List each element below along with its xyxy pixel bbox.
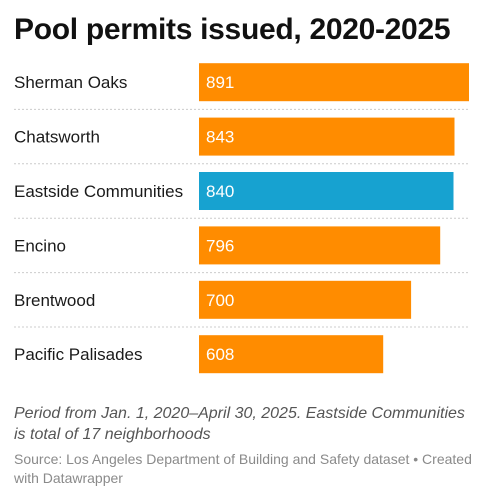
bar-eastside-communities — [199, 172, 454, 210]
bar-encino — [199, 226, 441, 265]
value-label-sherman-oaks: 891 — [206, 73, 234, 92]
value-label-eastside-communities: 840 — [206, 182, 234, 201]
bar-sherman-oaks — [199, 63, 469, 102]
category-label-sherman-oaks: Sherman Oaks — [14, 73, 127, 92]
bar-brentwood — [199, 280, 412, 319]
chart-notes: Period from Jan. 1, 2020–April 30, 2025.… — [14, 405, 465, 443]
category-label-pacific-palisades: Pacific Palisades — [14, 345, 143, 364]
bar-chart: Sherman Oaks 891 Chatsworth 843 Eastside Com… — [14, 63, 470, 374]
category-label-chatsworth: Chatsworth — [14, 128, 100, 147]
category-label-brentwood: Brentwood — [14, 291, 95, 310]
chart-title: Pool permits issued, 2020-2025 — [14, 13, 451, 46]
value-label-pacific-palisades: 608 — [206, 345, 234, 364]
category-label-eastside-communities: Eastside Communities — [14, 182, 183, 201]
bar-chatsworth — [199, 117, 455, 156]
value-label-brentwood: 700 — [206, 291, 234, 310]
value-label-chatsworth: 843 — [206, 128, 234, 147]
value-label-encino: 796 — [206, 236, 234, 255]
bar-pacific-palisades — [199, 335, 384, 374]
chart-source: Source: Los Angeles Department of Buildi… — [14, 451, 472, 486]
category-label-encino: Encino — [14, 236, 66, 255]
